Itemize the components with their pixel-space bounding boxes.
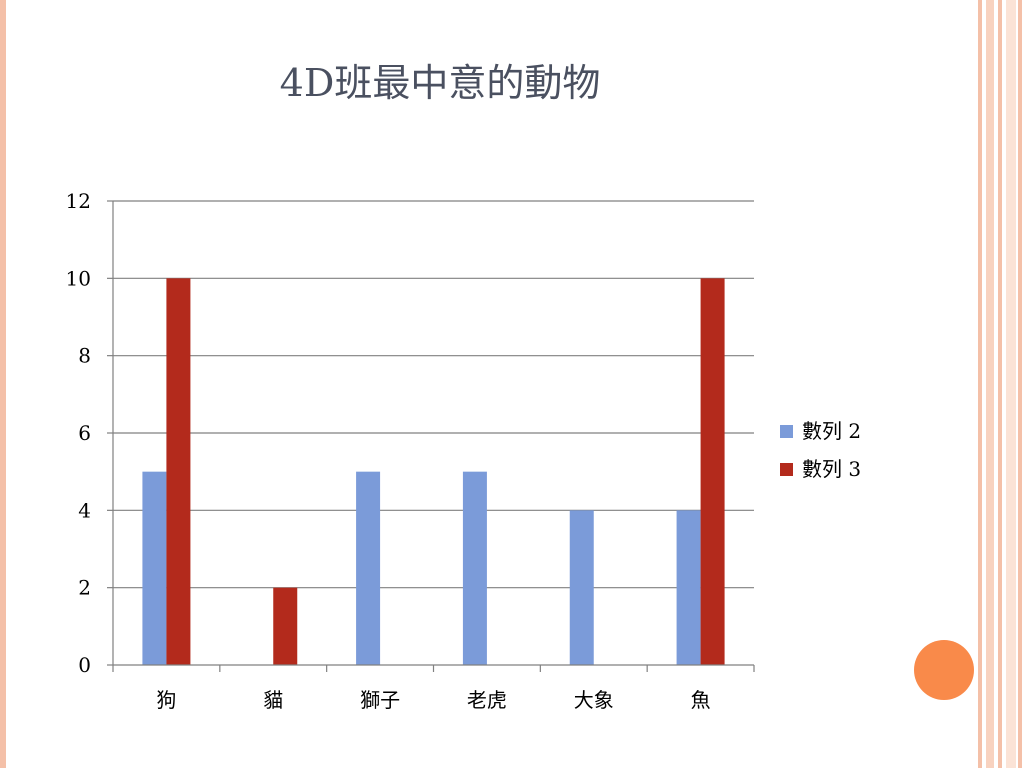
y-tick-label: 8 bbox=[78, 344, 91, 368]
x-category-label: 老虎 bbox=[467, 688, 507, 712]
y-tick-label: 12 bbox=[66, 189, 91, 213]
decorative-orange-circle bbox=[914, 640, 974, 700]
legend-label-series-3: 數列 3 bbox=[802, 457, 861, 481]
y-tick-label: 10 bbox=[66, 266, 91, 290]
bar-series3-0 bbox=[166, 278, 191, 665]
bar-series3-5 bbox=[700, 278, 725, 665]
legend-swatch-series-3 bbox=[780, 463, 793, 476]
x-category-label: 狗 bbox=[156, 688, 176, 712]
y-tick-label: 4 bbox=[78, 498, 91, 522]
y-tick-label: 6 bbox=[78, 421, 91, 445]
y-tick-label: 2 bbox=[78, 576, 91, 600]
slide-title: 4D班最中意的動物 bbox=[279, 61, 601, 105]
legend-swatch-series-2 bbox=[780, 425, 793, 438]
x-category-label: 大象 bbox=[574, 688, 614, 712]
bar-series2-0 bbox=[142, 471, 167, 665]
bar-series2-2 bbox=[356, 471, 381, 665]
bar-series2-5 bbox=[676, 510, 701, 665]
legend-label-series-2: 數列 2 bbox=[802, 419, 861, 443]
x-category-label: 魚 bbox=[691, 688, 711, 712]
x-category-label: 貓 bbox=[263, 688, 283, 712]
x-category-label: 獅子 bbox=[360, 688, 400, 712]
bar-series3-1 bbox=[273, 587, 298, 665]
y-tick-label: 0 bbox=[78, 653, 91, 677]
bar-series2-4 bbox=[569, 510, 594, 665]
bar-series2-3 bbox=[462, 471, 487, 665]
